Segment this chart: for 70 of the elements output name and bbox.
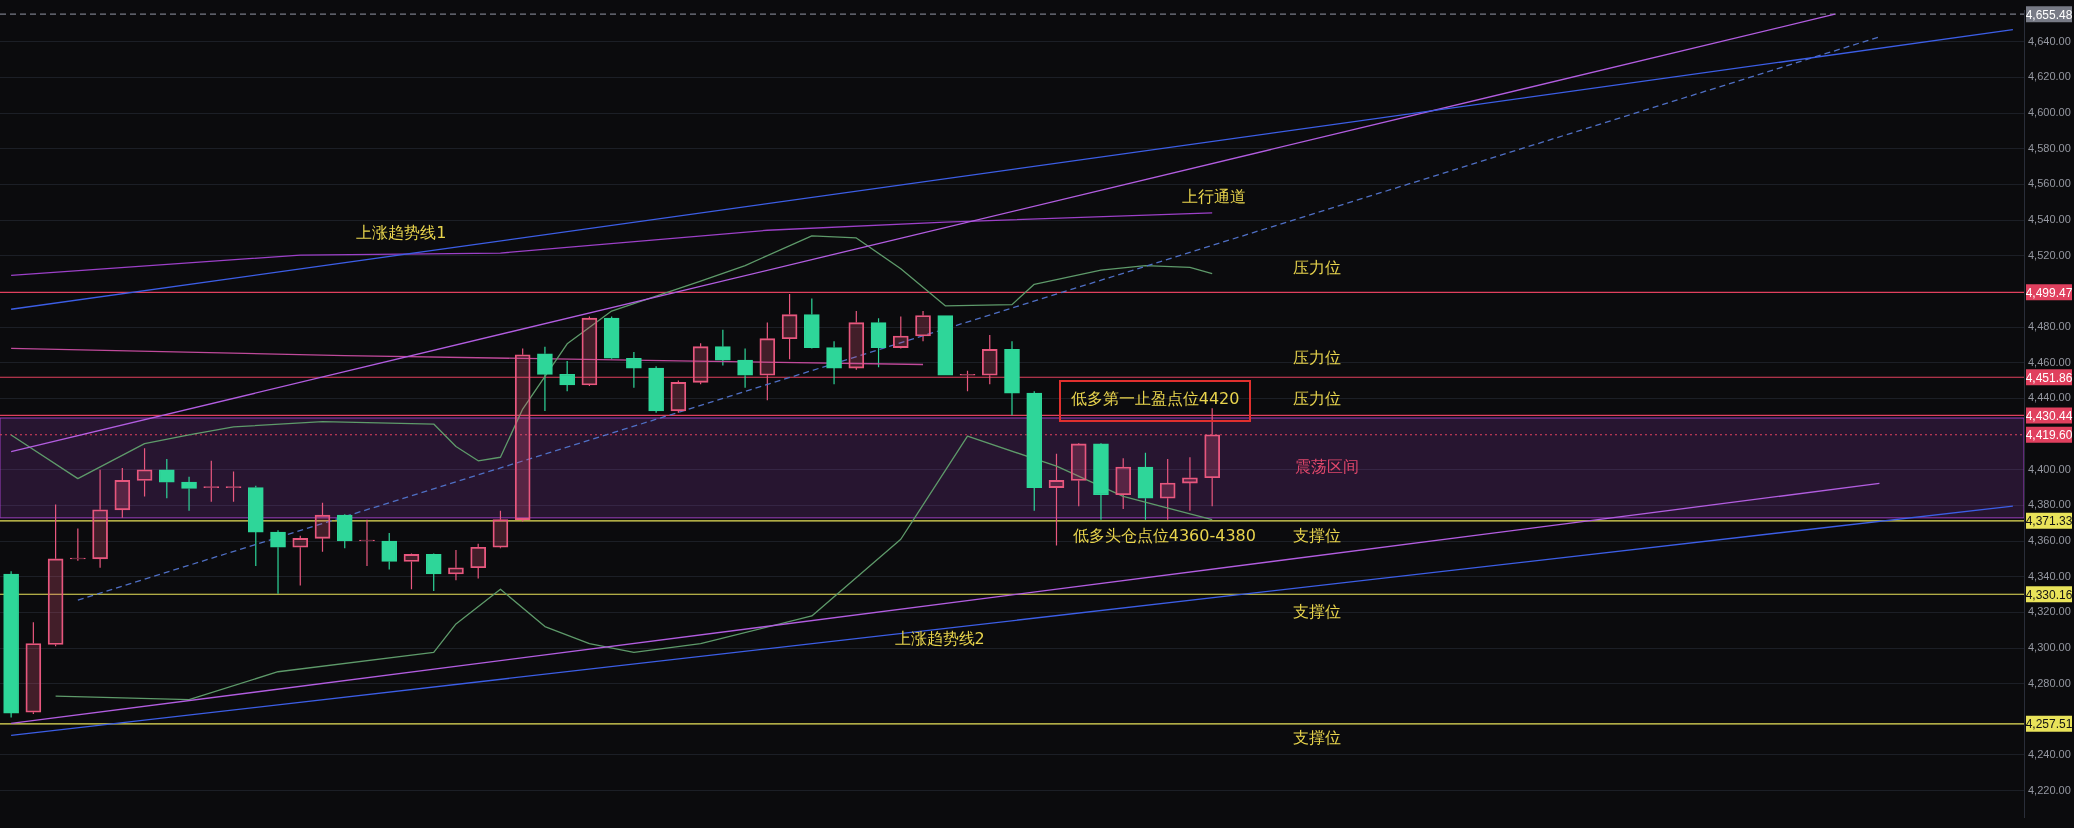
candlestick xyxy=(314,502,331,553)
y-tick-label: 4,440.00 xyxy=(2028,391,2071,404)
y-tick-label: 4,400.00 xyxy=(2028,462,2071,475)
annotation: 支撑位 xyxy=(1293,728,1342,748)
ref-line-label: 4,499.47 xyxy=(2025,285,2073,300)
ref-line-label: 4,257.51 xyxy=(2025,717,2073,732)
y-tick-label: 4,340.00 xyxy=(2028,569,2071,582)
y-tick-label: 4,380.00 xyxy=(2028,498,2071,511)
candlestick xyxy=(247,485,264,567)
annotation: 上行通道 xyxy=(1182,186,1247,206)
candlestick xyxy=(537,346,553,412)
y-tick-label: 4,220.00 xyxy=(2028,783,2071,796)
annotation: 支撑位 xyxy=(1293,602,1342,622)
ref-line-label: 4,330.16 xyxy=(2025,587,2073,602)
candlestick xyxy=(1204,407,1221,507)
candlestick xyxy=(959,370,976,392)
y-tick-label: 4,240.00 xyxy=(2028,748,2071,761)
y-tick-label: 4,560.00 xyxy=(2028,177,2071,190)
y-tick-label: 4,540.00 xyxy=(2028,213,2071,226)
y-tick-label: 4,480.00 xyxy=(2028,320,2071,333)
candlestick xyxy=(3,570,19,719)
y-tick-label: 4,360.00 xyxy=(2028,534,2071,547)
candlestick xyxy=(1048,453,1065,547)
annotation: 低多第一止盈点位4420 xyxy=(1070,389,1240,409)
y-tick-label: 4,520.00 xyxy=(2028,248,2071,261)
candlestick xyxy=(1115,457,1132,510)
annotation: 压力位 xyxy=(1293,389,1342,409)
annotation: 低多头仓点位4360-4380 xyxy=(1072,525,1256,545)
candlestick xyxy=(759,322,776,401)
annotation: 上涨趋势线2 xyxy=(894,629,985,649)
candlestick xyxy=(1070,443,1087,507)
y-tick-label: 4,460.00 xyxy=(2028,355,2071,368)
candlestick xyxy=(136,447,153,498)
candlestick xyxy=(448,549,464,581)
y-tick-label: 4,280.00 xyxy=(2028,676,2071,689)
candlestick xyxy=(403,554,420,590)
candlestick xyxy=(114,467,131,519)
annotation: 支撑位 xyxy=(1293,525,1342,545)
candlestick xyxy=(870,317,887,368)
candlestick xyxy=(915,310,931,342)
ref-line-label: 4,451.86 xyxy=(2025,370,2073,385)
annotation: 上涨趋势线1 xyxy=(356,223,447,243)
ref-line-label: 4,371.33 xyxy=(2025,514,2073,529)
ref-line-label: 4,655.48 xyxy=(2025,7,2073,22)
candlestick xyxy=(181,476,197,512)
y-tick-label: 4,580.00 xyxy=(2028,141,2071,154)
candlestick xyxy=(648,365,664,414)
candlestick xyxy=(92,469,108,569)
candlestick xyxy=(1004,340,1020,416)
candlestick xyxy=(70,527,86,560)
candlestick xyxy=(47,503,64,647)
annotation: 压力位 xyxy=(1293,348,1342,368)
y-tick-label: 4,600.00 xyxy=(2028,106,2071,119)
candlestick xyxy=(1137,452,1154,521)
candlestick xyxy=(359,519,375,567)
candlestick xyxy=(1026,390,1043,512)
candlestick xyxy=(1093,443,1109,521)
candlestick xyxy=(25,621,42,715)
ref-line-label: 4,419.60 xyxy=(2025,428,2073,443)
annotation: 压力位 xyxy=(1293,257,1342,277)
y-tick-label: 4,320.00 xyxy=(2028,605,2071,618)
ref-line-label: 4,430.44 xyxy=(2025,408,2073,423)
y-tick-label: 4,300.00 xyxy=(2028,641,2071,654)
candlestick xyxy=(781,293,798,360)
candlestick xyxy=(581,315,598,386)
candlestick xyxy=(826,340,842,385)
y-tick-label: 4,620.00 xyxy=(2028,70,2071,83)
y-tick-label: 4,640.00 xyxy=(2028,34,2071,47)
candlestick xyxy=(981,334,998,385)
band-label: 震荡区间 xyxy=(1295,457,1360,477)
